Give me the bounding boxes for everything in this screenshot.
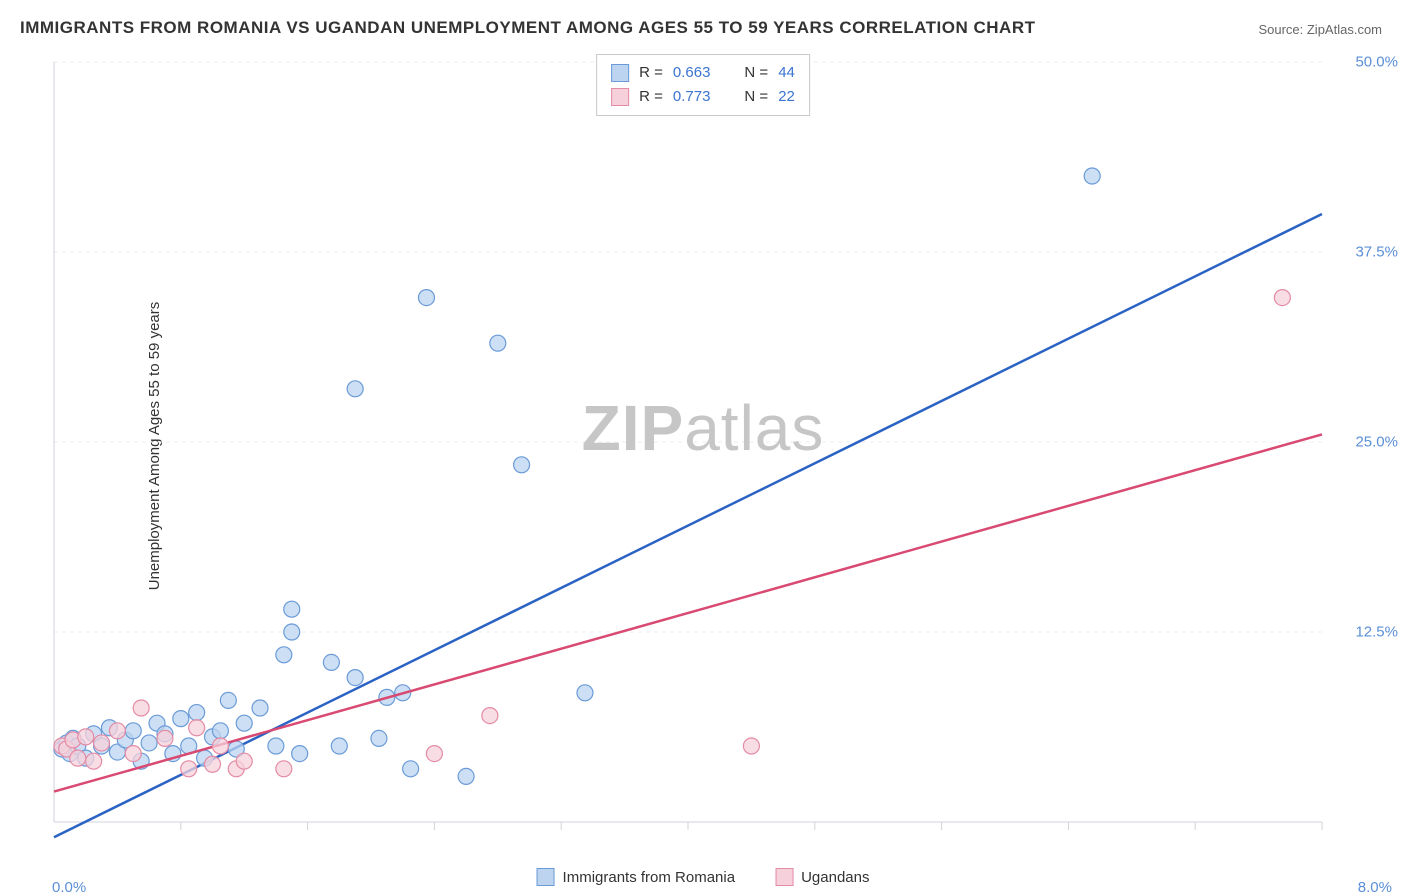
legend-stat-row: R = 0.663 N = 44: [611, 61, 795, 85]
x-axis-min-label: 0.0%: [52, 879, 86, 896]
y-tick-label: 50.0%: [1355, 54, 1398, 71]
legend-item: Ugandans: [775, 868, 869, 886]
chart-title: IMMIGRANTS FROM ROMANIA VS UGANDAN UNEMP…: [20, 18, 1036, 38]
x-axis-max-label: 8.0%: [1358, 879, 1392, 896]
n-value: 44: [778, 61, 795, 85]
legend-label: Immigrants from Romania: [563, 869, 736, 886]
legend-swatch: [775, 868, 793, 886]
legend-label: Ugandans: [801, 869, 869, 886]
n-value: 22: [778, 85, 795, 109]
y-tick-label: 25.0%: [1355, 434, 1398, 451]
chart-canvas: [52, 52, 1382, 852]
r-value: 0.663: [673, 61, 711, 85]
legend-swatch: [537, 868, 555, 886]
r-label: R =: [639, 85, 663, 109]
n-label: N =: [744, 85, 768, 109]
legend-item: Immigrants from Romania: [537, 868, 736, 886]
y-tick-label: 37.5%: [1355, 244, 1398, 261]
legend-swatch: [611, 64, 629, 82]
r-label: R =: [639, 61, 663, 85]
source-attribution: Source: ZipAtlas.com: [1258, 22, 1382, 37]
correlation-legend: R = 0.663 N = 44 R = 0.773 N = 22: [596, 54, 810, 116]
n-label: N =: [744, 61, 768, 85]
series-legend: Immigrants from Romania Ugandans: [537, 868, 870, 886]
legend-swatch: [611, 88, 629, 106]
scatter-plot: [52, 52, 1382, 852]
y-tick-label: 12.5%: [1355, 624, 1398, 641]
r-value: 0.773: [673, 85, 711, 109]
legend-stat-row: R = 0.773 N = 22: [611, 85, 795, 109]
